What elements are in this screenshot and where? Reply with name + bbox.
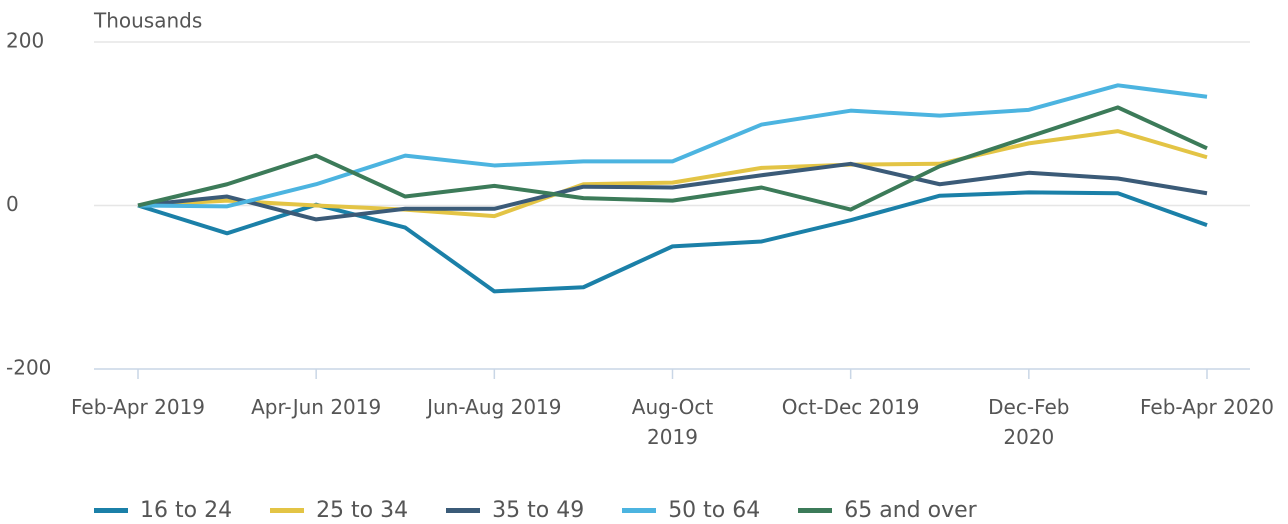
legend-label: 35 to 49 (492, 498, 585, 523)
legend: 16 to 24 25 to 34 35 to 49 50 to 64 65 and o… (94, 498, 977, 523)
legend-swatch (798, 508, 833, 513)
legend-item: 65 and over (798, 498, 977, 523)
line (137, 83, 1208, 209)
x-tick-label: Feb-Apr 2019 (70, 395, 206, 419)
x-tick-label: Feb-Apr 2020 (1139, 395, 1275, 419)
y-axis-label: Thousands (93, 9, 202, 33)
x-tick-label: Apr-Jun 2019 (251, 395, 382, 419)
legend-label: 25 to 34 (316, 498, 409, 523)
x-tick-label: Oct-Dec 2019 (781, 395, 920, 419)
plot-area: Thousands -200 0 200 (6, 9, 1250, 380)
y-tick-label: 0 (6, 192, 19, 216)
line (137, 161, 1208, 222)
legend-label: 50 to 64 (668, 498, 761, 523)
line (137, 190, 1208, 294)
legend-swatch (94, 508, 128, 513)
x-tick-label: Aug-Oct 2019 (631, 395, 714, 449)
legend-item: 50 to 64 (622, 498, 760, 523)
line (137, 105, 1208, 212)
x-tick-label: Jun-Aug 2019 (427, 395, 562, 419)
legend-item: 25 to 34 (270, 498, 408, 523)
legend-swatch (446, 508, 481, 513)
legend-swatch (622, 508, 657, 513)
legend-label: 65 and over (844, 498, 977, 523)
y-tick-label: 200 (6, 29, 44, 53)
legend-label: 16 to 24 (140, 498, 233, 523)
y-tick-label: -200 (6, 356, 51, 380)
legend-item: 35 to 49 (446, 498, 584, 523)
legend-item: 16 to 24 (94, 498, 232, 523)
x-tick-label: Dec-Feb 2020 (988, 395, 1070, 449)
line (137, 129, 1208, 219)
legend-swatch (270, 508, 305, 513)
